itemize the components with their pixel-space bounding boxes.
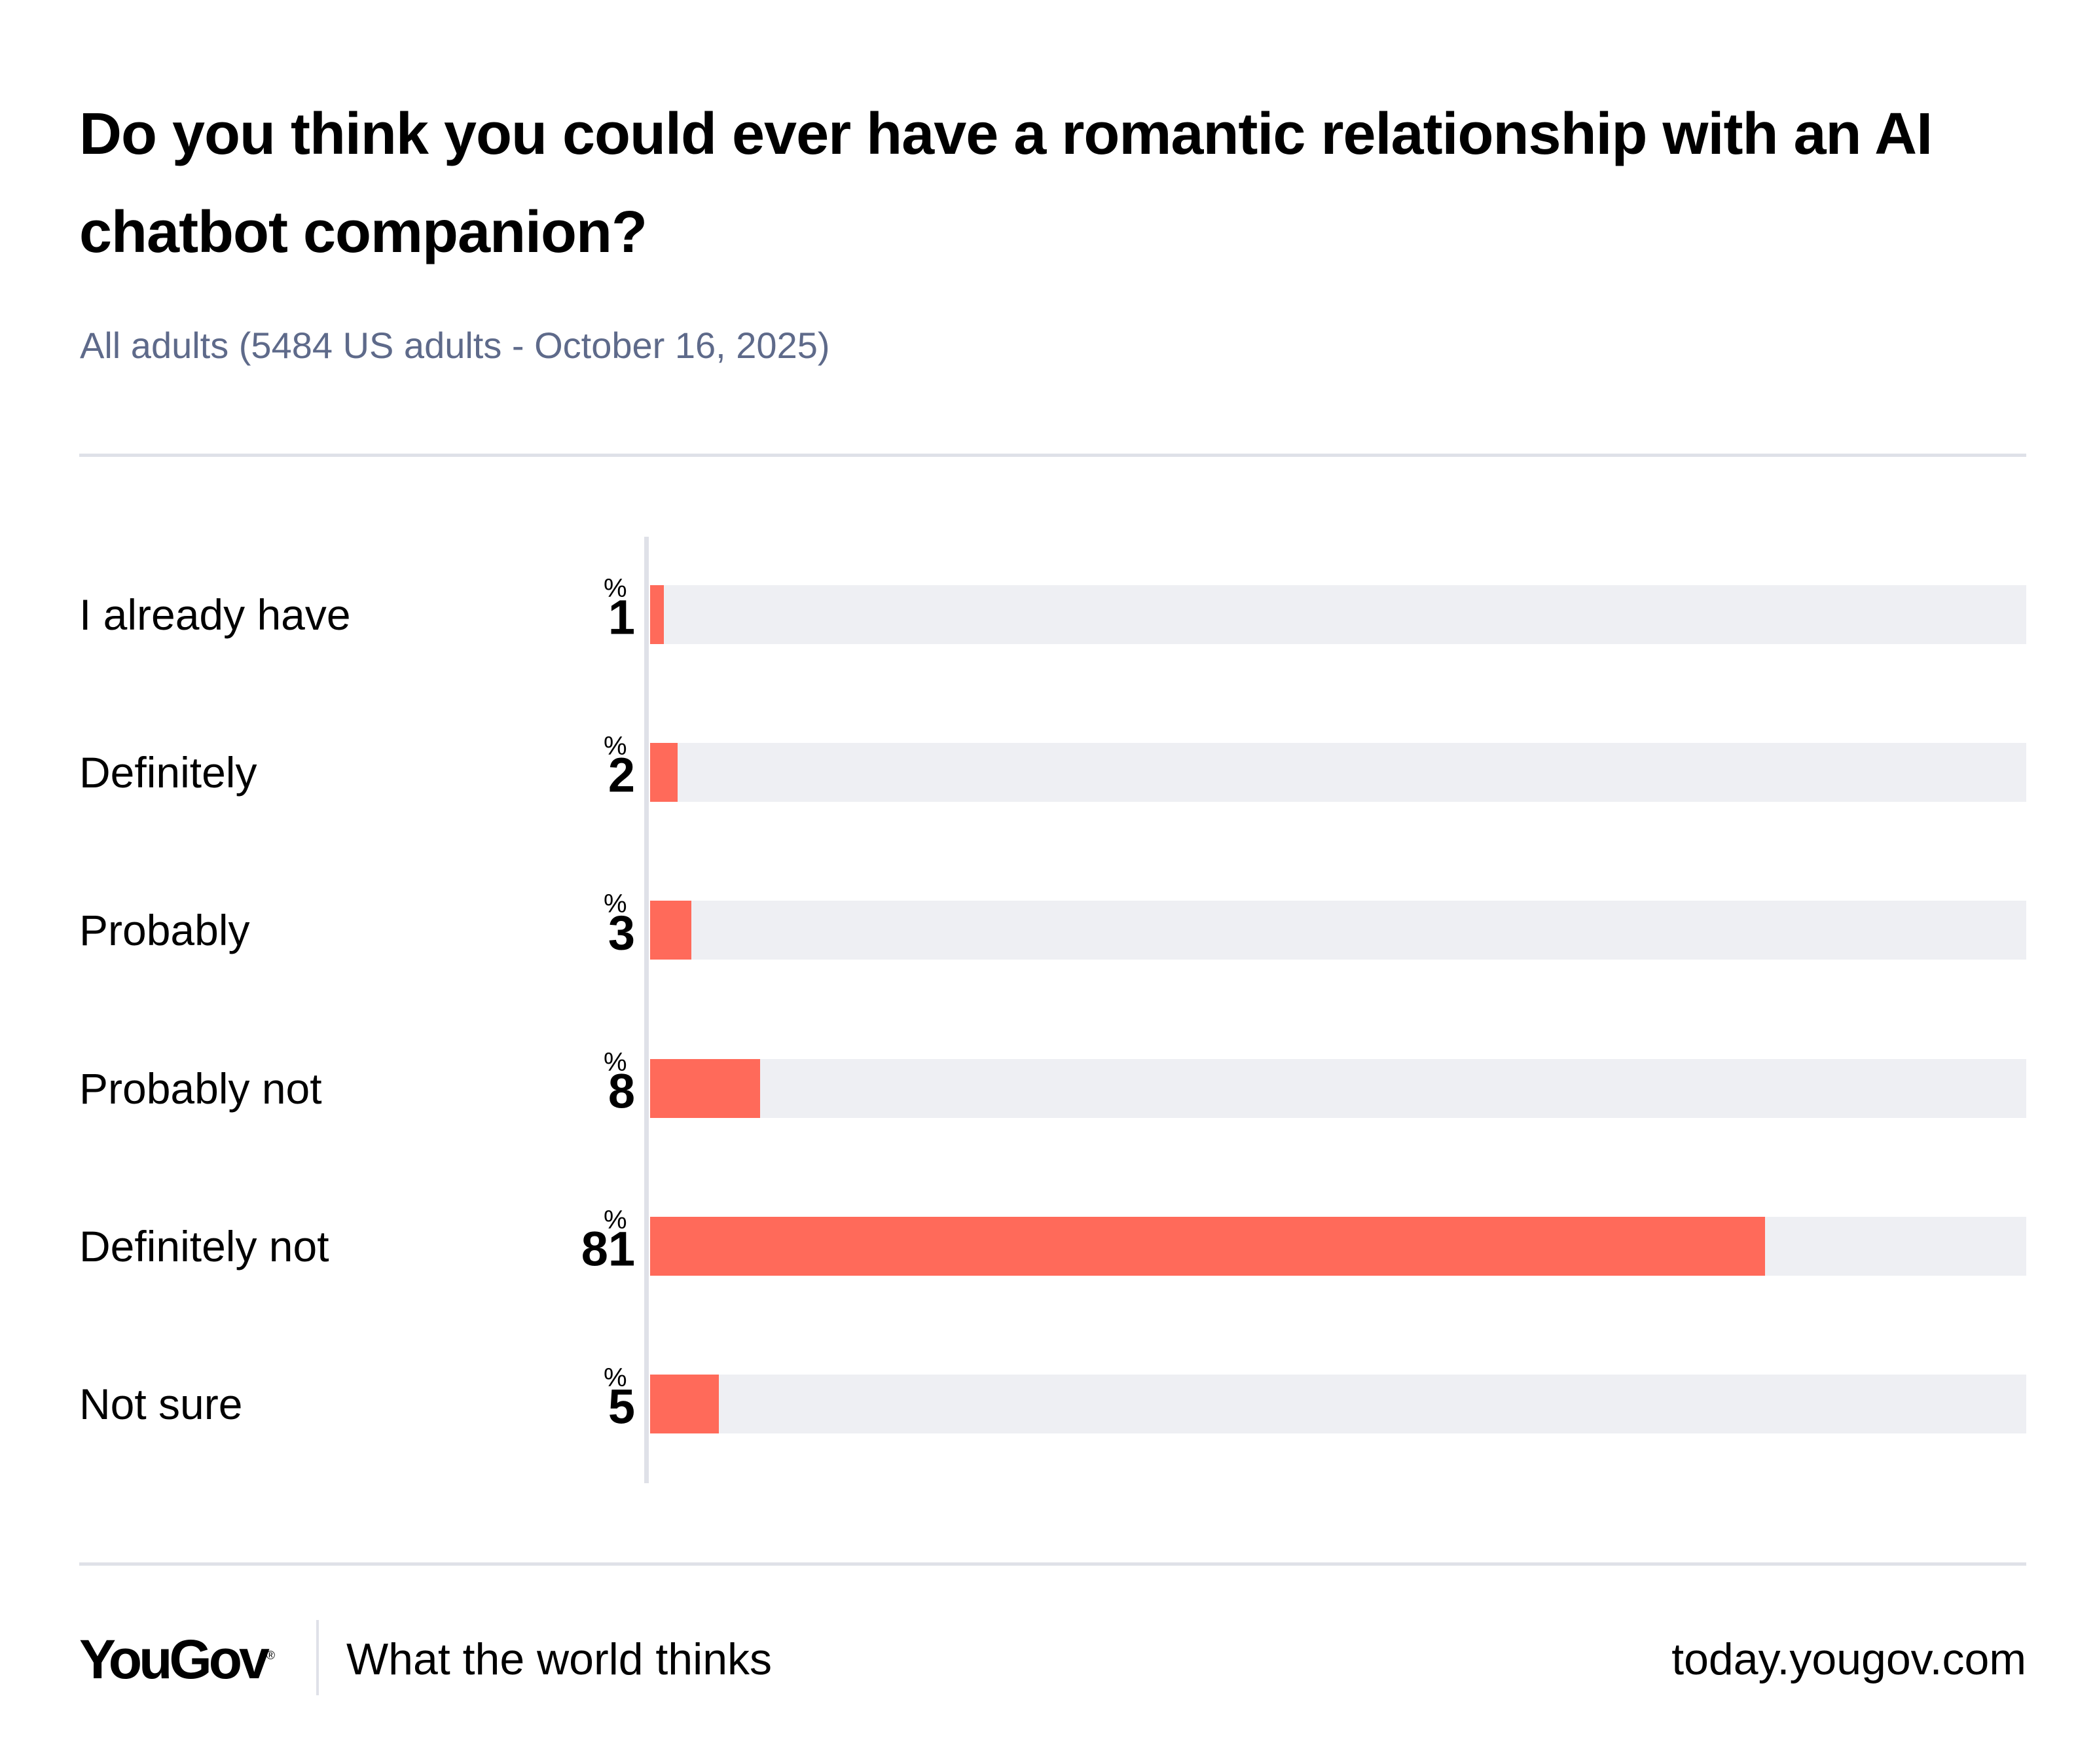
bottom-divider [79,1562,2026,1566]
category-label: Definitely [79,748,257,797]
value-label: 5 [608,1379,635,1434]
category-label: I already have [79,590,351,639]
bar [650,743,678,802]
chart-subtitle: All adults (5484 US adults - October 16,… [80,325,830,366]
percent-sign: % [604,574,627,603]
y-axis-line [644,537,649,1483]
site-url[interactable]: today.yougov.com [1671,1634,2026,1684]
bar-track [650,1058,2026,1118]
bar-track [650,1375,2026,1433]
percent-sign: % [604,1205,627,1234]
value-label: 8 [608,1064,635,1119]
value-label: 1 [608,590,635,645]
percent-sign: % [604,890,627,919]
category-label: Definitely not [79,1221,329,1270]
percent-sign: % [604,732,627,761]
bar [650,1216,1765,1276]
value-label: 81 [581,1221,635,1276]
yougov-logo: YouGov® [79,1629,276,1690]
bar [650,901,692,960]
top-divider [79,454,2026,457]
bar [650,585,665,644]
bar-track [650,901,2026,960]
bar [650,1375,720,1433]
bar-track [650,585,2026,644]
category-label: Probably [79,906,250,955]
bar [650,1058,761,1118]
category-label: Not sure [79,1380,243,1428]
category-label: Probably not [79,1064,322,1113]
tagline: What the world thinks [346,1634,773,1684]
bar-track [650,1216,2026,1276]
percent-sign: % [604,1047,627,1077]
value-label: 3 [608,905,635,960]
footer-separator [316,1620,319,1695]
value-label: 2 [608,747,635,802]
chart-title: Do you think you could ever have a roman… [79,101,1933,265]
percent-sign: % [604,1363,627,1392]
bar-track [650,743,2026,802]
